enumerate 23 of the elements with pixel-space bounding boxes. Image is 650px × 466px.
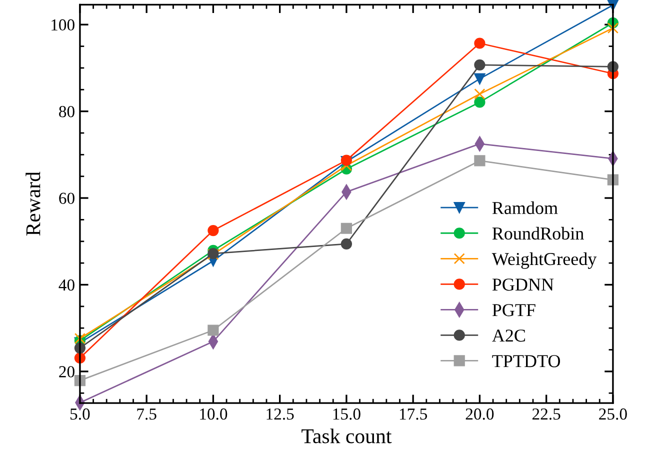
x-tick-label: 17.5: [400, 408, 428, 420]
y-tick-label: 60: [59, 192, 74, 204]
x-tick-label: 10.0: [200, 408, 228, 420]
legend-label: Ramdom: [492, 201, 558, 214]
x-axis-title: Task count: [302, 428, 392, 444]
y-axis-title: Reward: [26, 172, 40, 236]
legend-label: TPTDTO: [492, 355, 560, 368]
legend-label: A2C: [492, 330, 525, 342]
y-tick-label: 40: [58, 279, 74, 291]
x-tick-label: 12.5: [266, 408, 294, 420]
x-tick-label: 25.0: [599, 408, 627, 420]
y-tick-label: 20: [59, 366, 74, 378]
legend-label: PGTF: [492, 304, 536, 316]
y-tick-label: 100: [52, 19, 74, 31]
legend-label: PGDNN: [492, 278, 554, 291]
legend-label: RoundRobin: [492, 226, 584, 240]
y-tick-label: 80: [59, 106, 74, 118]
x-tick-label: 5.0: [70, 408, 90, 420]
x-tick-label: 20.0: [466, 408, 494, 420]
x-tick-label: 22.5: [532, 408, 560, 420]
x-tick-label: 15.0: [333, 408, 360, 420]
legend-label: WeightGreedy: [492, 252, 597, 269]
x-tick-label: 7.5: [137, 408, 156, 420]
